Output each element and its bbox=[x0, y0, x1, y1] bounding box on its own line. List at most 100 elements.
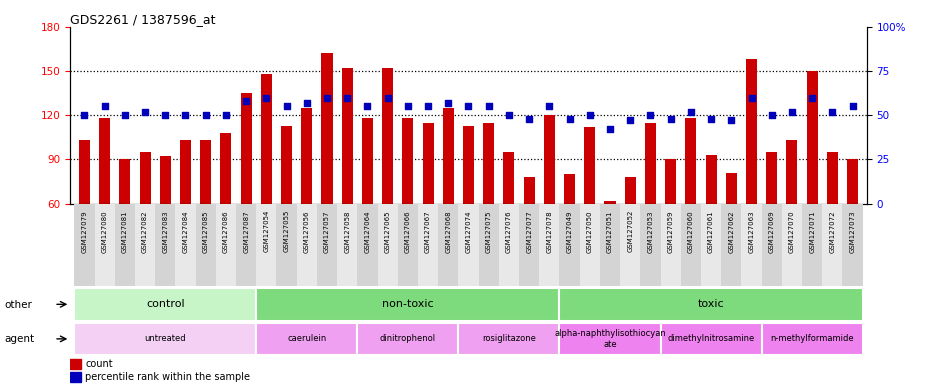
Bar bbox=[660, 323, 761, 355]
Bar bbox=[579, 204, 599, 286]
Text: GSM127073: GSM127073 bbox=[849, 210, 855, 253]
Bar bbox=[256, 323, 357, 355]
Bar bbox=[422, 122, 433, 292]
Text: toxic: toxic bbox=[697, 299, 724, 310]
Text: GSM127062: GSM127062 bbox=[727, 210, 734, 253]
Point bbox=[501, 112, 516, 118]
Bar bbox=[761, 204, 781, 286]
Bar bbox=[761, 323, 862, 355]
Point bbox=[239, 98, 254, 104]
Text: untreated: untreated bbox=[144, 334, 186, 343]
Text: GSM127067: GSM127067 bbox=[425, 210, 431, 253]
Bar bbox=[599, 204, 620, 286]
Bar bbox=[559, 323, 660, 355]
Bar bbox=[660, 204, 680, 286]
Bar bbox=[523, 177, 534, 292]
Text: other: other bbox=[5, 300, 33, 310]
Point bbox=[340, 94, 355, 101]
Text: GDS2261 / 1387596_at: GDS2261 / 1387596_at bbox=[70, 13, 215, 26]
Point bbox=[521, 116, 536, 122]
Bar bbox=[539, 204, 559, 286]
Bar bbox=[584, 127, 594, 292]
Bar bbox=[74, 323, 256, 355]
Bar bbox=[826, 152, 837, 292]
Point bbox=[663, 116, 678, 122]
Point bbox=[218, 112, 233, 118]
Text: GSM127081: GSM127081 bbox=[122, 210, 127, 253]
Bar bbox=[624, 177, 636, 292]
Text: GSM127084: GSM127084 bbox=[183, 210, 188, 253]
Bar bbox=[442, 108, 453, 292]
Bar bbox=[801, 204, 822, 286]
Text: GSM127055: GSM127055 bbox=[284, 210, 289, 253]
Bar bbox=[361, 118, 373, 292]
Text: GSM127066: GSM127066 bbox=[404, 210, 410, 253]
Bar bbox=[684, 118, 695, 292]
Text: GSM127064: GSM127064 bbox=[364, 210, 370, 253]
Bar bbox=[498, 204, 519, 286]
Bar bbox=[79, 140, 90, 292]
Bar bbox=[700, 204, 721, 286]
Bar bbox=[417, 204, 438, 286]
Bar bbox=[725, 173, 736, 292]
Bar bbox=[665, 159, 676, 292]
Text: GSM127065: GSM127065 bbox=[385, 210, 390, 253]
Text: GSM127049: GSM127049 bbox=[566, 210, 572, 253]
Text: GSM127057: GSM127057 bbox=[324, 210, 329, 253]
Text: percentile rank within the sample: percentile rank within the sample bbox=[85, 372, 250, 382]
Text: dimethylnitrosamine: dimethylnitrosamine bbox=[666, 334, 753, 343]
Bar bbox=[135, 204, 155, 286]
Bar bbox=[559, 204, 579, 286]
Bar bbox=[70, 359, 80, 369]
Point bbox=[703, 116, 718, 122]
Bar bbox=[175, 204, 196, 286]
Text: GSM127059: GSM127059 bbox=[667, 210, 673, 253]
Text: GSM127072: GSM127072 bbox=[828, 210, 835, 253]
Bar bbox=[200, 140, 211, 292]
Text: GSM127086: GSM127086 bbox=[223, 210, 228, 253]
Point bbox=[420, 103, 435, 109]
Bar bbox=[281, 126, 292, 292]
Bar bbox=[438, 204, 458, 286]
Bar bbox=[563, 174, 575, 292]
Bar bbox=[620, 204, 639, 286]
Text: GSM127060: GSM127060 bbox=[687, 210, 694, 253]
Bar bbox=[155, 204, 175, 286]
Point bbox=[319, 94, 334, 101]
Point bbox=[844, 103, 859, 109]
Bar bbox=[382, 68, 393, 292]
Bar bbox=[159, 156, 170, 292]
Text: non-toxic: non-toxic bbox=[382, 299, 433, 310]
Text: GSM127068: GSM127068 bbox=[445, 210, 451, 253]
Point bbox=[804, 94, 819, 101]
Text: GSM127052: GSM127052 bbox=[626, 210, 633, 253]
Bar bbox=[377, 204, 397, 286]
Text: GSM127071: GSM127071 bbox=[809, 210, 814, 253]
Bar bbox=[462, 126, 474, 292]
Bar bbox=[215, 204, 236, 286]
Bar bbox=[604, 200, 615, 292]
Bar bbox=[95, 204, 114, 286]
Text: GSM127083: GSM127083 bbox=[162, 210, 168, 253]
Text: control: control bbox=[146, 299, 184, 310]
Point bbox=[198, 112, 213, 118]
Bar bbox=[220, 133, 231, 292]
Bar bbox=[785, 140, 797, 292]
Bar bbox=[139, 152, 151, 292]
Point bbox=[541, 103, 556, 109]
Bar bbox=[402, 118, 413, 292]
Bar bbox=[74, 288, 256, 321]
Bar bbox=[639, 204, 660, 286]
Point bbox=[380, 94, 395, 101]
Bar bbox=[644, 122, 655, 292]
Text: GSM127077: GSM127077 bbox=[526, 210, 532, 253]
Text: dinitrophenol: dinitrophenol bbox=[379, 334, 435, 343]
Point bbox=[97, 103, 112, 109]
Text: GSM127070: GSM127070 bbox=[788, 210, 794, 253]
Point bbox=[299, 100, 314, 106]
Text: GSM127051: GSM127051 bbox=[607, 210, 612, 253]
Text: GSM127063: GSM127063 bbox=[748, 210, 753, 253]
Bar bbox=[114, 204, 135, 286]
Text: GSM127069: GSM127069 bbox=[768, 210, 774, 253]
Point bbox=[461, 103, 475, 109]
